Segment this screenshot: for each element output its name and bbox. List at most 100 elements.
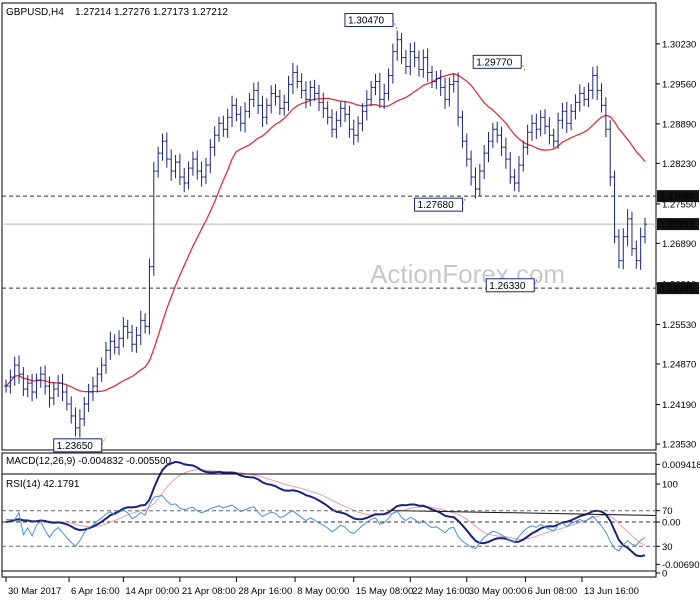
annotation-label: 1.30470 <box>348 16 385 27</box>
ohlc-bar <box>434 70 439 90</box>
ohlc-bar <box>616 229 621 269</box>
rsi-label: RSI(14) <box>6 479 40 490</box>
ohlc-bar <box>143 313 148 334</box>
ohlc-bar <box>430 65 434 89</box>
ohlc-bar <box>103 341 108 374</box>
ohlc-bar <box>290 62 295 95</box>
price-tick-label: 1.24870 <box>662 359 696 370</box>
ohlc-close: 1.27212 <box>192 7 229 18</box>
price-tick-label: 1.28230 <box>662 159 696 170</box>
ohlc-bar <box>490 122 495 148</box>
ohlc-bar <box>256 81 261 114</box>
ohlc-bar <box>125 319 130 339</box>
ohlc-bar <box>399 33 404 65</box>
ohlc-bar <box>260 95 265 127</box>
ohlc-bar <box>95 367 100 393</box>
ohlc-bar <box>156 146 161 178</box>
annotation-label: 1.26330 <box>489 281 526 292</box>
ohlc-bar <box>416 50 421 77</box>
ohlc-bar <box>121 317 126 348</box>
rsi-header: RSI(14) 42.1791 <box>6 479 80 490</box>
ohlc-bar <box>338 101 343 127</box>
time-tick-label: 15 May 08:00 <box>356 586 414 597</box>
annotations-layer: 1.30470 1.29770 1.27680 1.26330 1.23650 <box>53 13 539 453</box>
ohlc-bar <box>364 90 369 121</box>
price-header-symbol: GBPUSD,H4 <box>6 7 64 18</box>
ohlc-bar <box>21 367 26 397</box>
ohlc-bar <box>529 114 534 141</box>
ohlc-bar <box>117 330 122 356</box>
annotation-box <box>485 278 535 293</box>
ohlc-bar <box>30 373 35 402</box>
ohlc-low: 1.27173 <box>153 7 190 18</box>
ohlc-bar <box>247 92 252 118</box>
ohlc-bar <box>38 366 43 388</box>
ohlc-bar <box>325 101 330 125</box>
ohlc-bar <box>316 84 321 111</box>
ohlc-bar <box>138 310 143 345</box>
ohlc-bar <box>495 121 500 143</box>
ohlc-bar <box>269 85 274 114</box>
ohlc-bar <box>273 84 278 106</box>
price-tick-label: 1.29560 <box>662 79 696 90</box>
ohlc-bar <box>73 407 78 437</box>
ohlc-bar <box>538 110 543 137</box>
ohlc-bar <box>321 92 326 118</box>
ohlc-bar <box>582 86 587 106</box>
ohlc-bar <box>486 132 491 163</box>
ohlc-bar <box>603 97 608 138</box>
ohlc-bar <box>599 83 604 113</box>
ohlc-bar <box>17 355 22 384</box>
annotation-leader <box>462 196 467 205</box>
ohlc-bar <box>412 41 417 68</box>
macd-label: MACD(12,26,9) <box>6 456 75 467</box>
ohlc-bar <box>443 77 448 110</box>
macd-signal-value: -0.005500 <box>126 456 171 467</box>
ohlc-bar <box>212 126 217 157</box>
ohlc-bar <box>264 98 269 125</box>
ohlc-bar <box>286 75 291 111</box>
ohlc-bar <box>225 108 230 138</box>
ohlc-bar <box>629 211 634 256</box>
candles-layer <box>4 30 647 438</box>
ohlc-bar <box>82 396 87 426</box>
ohlc-bar <box>534 113 539 139</box>
ohlc-bar <box>8 369 13 394</box>
ohlc-bar <box>608 120 613 187</box>
ohlc-bar <box>351 119 356 145</box>
macd-tick-label: 0.00 <box>662 518 681 529</box>
ohlc-bar <box>460 110 465 148</box>
price-tag-label: 1.26140 <box>660 284 694 295</box>
price-tick-label: 1.24190 <box>662 400 696 411</box>
ohlc-bar <box>164 132 169 168</box>
annotation-box <box>414 197 464 212</box>
time-tick-label: 30 May 00:00 <box>469 586 527 597</box>
rsi-tick-label: 0 <box>662 569 667 580</box>
annotation-label: 1.29770 <box>476 57 513 68</box>
time-tick-label: 28 Apr 16:00 <box>238 586 292 597</box>
ohlc-bar <box>51 381 56 406</box>
ohlc-bar <box>586 82 591 107</box>
ohlc-bar <box>25 374 30 398</box>
price-tag-box <box>657 218 699 231</box>
ohlc-bar <box>382 83 387 110</box>
annotation-label: 1.23650 <box>57 441 94 452</box>
ohlc-bar <box>573 94 578 120</box>
ohlc-bar <box>182 167 187 193</box>
ohlc-bar <box>221 115 226 137</box>
ohlc-bar <box>447 77 452 107</box>
ohlc-bar <box>547 117 552 145</box>
ohlc-bar <box>34 373 39 399</box>
ohlc-bar <box>195 150 200 180</box>
price-header-ohlc: 1.27214 1.27276 1.27173 1.27212 <box>75 7 228 18</box>
ohlc-bar <box>643 217 647 244</box>
ohlc-bar <box>64 385 69 411</box>
annotation-leader <box>533 276 539 285</box>
macd-layer <box>2 460 657 558</box>
rsi-panel-frame <box>1 473 657 578</box>
rsi-tick-label: 30 <box>662 542 673 553</box>
ohlc-bar <box>577 84 582 112</box>
symbol-label: GBPUSD,H4 <box>6 7 64 18</box>
